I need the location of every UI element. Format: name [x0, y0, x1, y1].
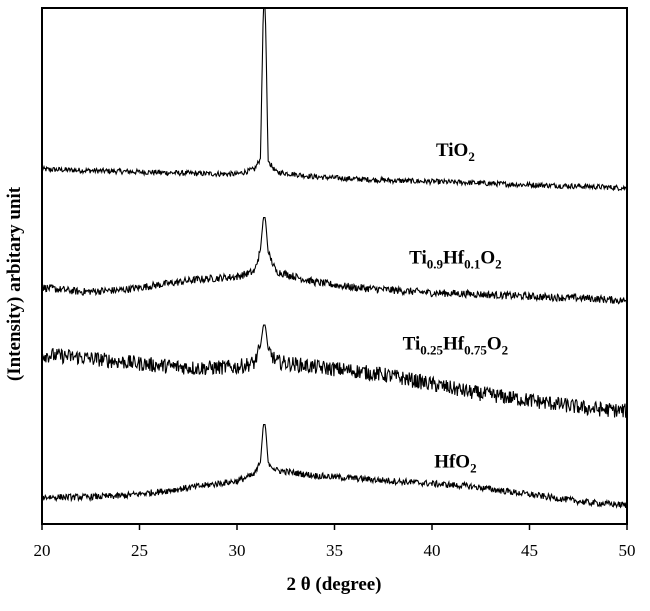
label-subscript: 0.75 [464, 342, 487, 357]
x-tick-label: 25 [131, 541, 148, 560]
label-text: O [487, 333, 502, 354]
label-text: Ti [403, 333, 421, 354]
label-text: TiO [436, 140, 468, 161]
label-text: Ti [409, 247, 427, 268]
series-label-1: TiO2 [436, 140, 475, 164]
label-subscript: 0.1 [464, 256, 480, 271]
x-tick-label: 30 [229, 541, 246, 560]
plot-frame [41, 7, 628, 525]
x-tick-label: 40 [424, 541, 441, 560]
label-subscript: 0.9 [427, 256, 444, 271]
label-text: O [480, 247, 495, 268]
x-tick-label: 20 [34, 541, 51, 560]
series-line-3 [41, 324, 628, 418]
label-subscript: 2 [470, 461, 477, 476]
label-subscript: 0.25 [420, 342, 443, 357]
series-label-4: HfO2 [434, 452, 476, 476]
x-axis-title: 2 θ (degree) [286, 574, 381, 595]
series-label-3: Ti0.25Hf0.75O2 [403, 333, 509, 357]
label-subscript: 2 [468, 149, 475, 164]
x-tick-label: 45 [521, 541, 538, 560]
series-line-2 [41, 217, 628, 305]
label-text: Hf [443, 247, 465, 268]
x-tick-label: 50 [619, 541, 636, 560]
series-line-4 [41, 424, 628, 509]
y-axis-title: (Intensity) arbitary unit [4, 186, 25, 381]
label-subscript: 2 [495, 256, 502, 271]
x-tick-label: 35 [326, 541, 343, 560]
label-text: HfO [434, 452, 470, 473]
x-axis: 20 25 30 35 40 45 50 [34, 524, 636, 560]
series-label-2: Ti0.9Hf0.1O2 [409, 247, 502, 271]
label-subscript: 2 [502, 342, 509, 357]
label-text: Hf [443, 333, 465, 354]
series-line-1 [41, 7, 628, 192]
series-layer [41, 7, 628, 509]
